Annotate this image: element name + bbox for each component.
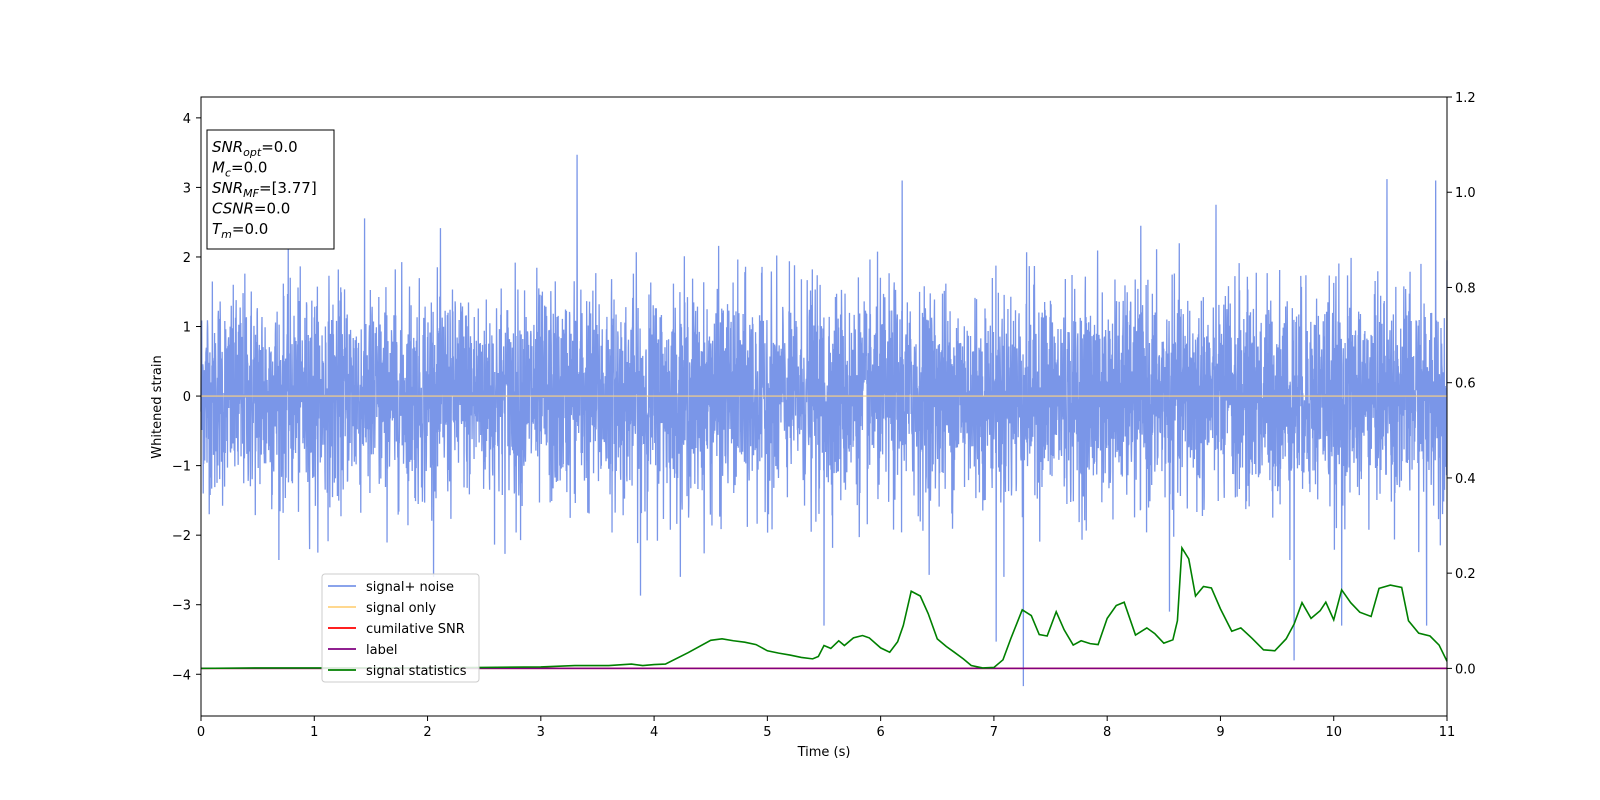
y-right-tick-label: 1.2 [1455, 91, 1476, 106]
x-tick-label: 9 [1216, 725, 1224, 740]
legend-label: signal statistics [366, 664, 467, 679]
y-right-tick-label: 0.6 [1455, 377, 1476, 392]
y-left-tick-label: 3 [183, 181, 191, 196]
series-line-signal-noise [200, 154, 1448, 687]
y-left-tick-label: 4 [183, 112, 191, 127]
legend: signal+ noise signal only cumilative SNR la… [321, 573, 480, 683]
y-left-tick-label: 2 [183, 251, 191, 266]
y-axis-right: 1.2 1.0 0.8 0.6 0.4 0.2 0.0 [1447, 91, 1476, 677]
y-left-tick-label: −4 [172, 668, 191, 683]
y-right-tick-label: 0.0 [1455, 662, 1476, 677]
legend-label: cumilative SNR [366, 622, 465, 637]
x-tick-label: 7 [990, 725, 998, 740]
x-tick-label: 11 [1439, 725, 1456, 740]
y-left-tick-label: −3 [172, 599, 191, 614]
y-axis-label: Whitened strain [150, 355, 165, 458]
plot-frame [200, 96, 1448, 717]
info-line: Mc=0.0 [212, 159, 267, 180]
info-line: Tm=0.0 [212, 220, 268, 241]
legend-label: label [366, 643, 397, 658]
signal-noise-series [200, 154, 1448, 687]
x-tick-label: 2 [423, 725, 431, 740]
x-tick-label: 10 [1325, 725, 1342, 740]
x-axis-label: Time (s) [797, 745, 851, 760]
legend-label: signal only [366, 601, 436, 616]
x-tick-label: 0 [197, 725, 205, 740]
x-tick-label: 3 [537, 725, 545, 740]
y-left-tick-label: −1 [172, 460, 191, 475]
info-line: SNRopt=0.0 [212, 138, 298, 159]
x-tick-label: 5 [763, 725, 771, 740]
x-tick-label: 6 [876, 725, 884, 740]
x-tick-label: 8 [1103, 725, 1111, 740]
y-left-tick-label: 0 [183, 390, 191, 405]
y-left-tick-label: −2 [172, 529, 191, 544]
legend-label: signal+ noise [366, 580, 454, 595]
y-left-tick-label: 1 [183, 321, 191, 336]
y-right-tick-label: 0.4 [1455, 472, 1476, 487]
y-right-tick-label: 0.8 [1455, 281, 1476, 296]
x-tick-label: 1 [310, 725, 318, 740]
series-line-signal-statistics [200, 545, 1448, 670]
info-line: CSNR=0.0 [212, 200, 290, 218]
x-axis: 0 1 2 3 4 5 6 7 8 9 10 11 [197, 716, 1455, 740]
y-axis-left: 4 3 2 1 0 −1 −2 −3 −4 [172, 112, 201, 683]
y-right-tick-label: 1.0 [1455, 186, 1476, 201]
info-line: SNRMF=[3.77] [212, 179, 317, 200]
y-right-tick-label: 0.2 [1455, 567, 1476, 582]
x-tick-label: 4 [650, 725, 658, 740]
